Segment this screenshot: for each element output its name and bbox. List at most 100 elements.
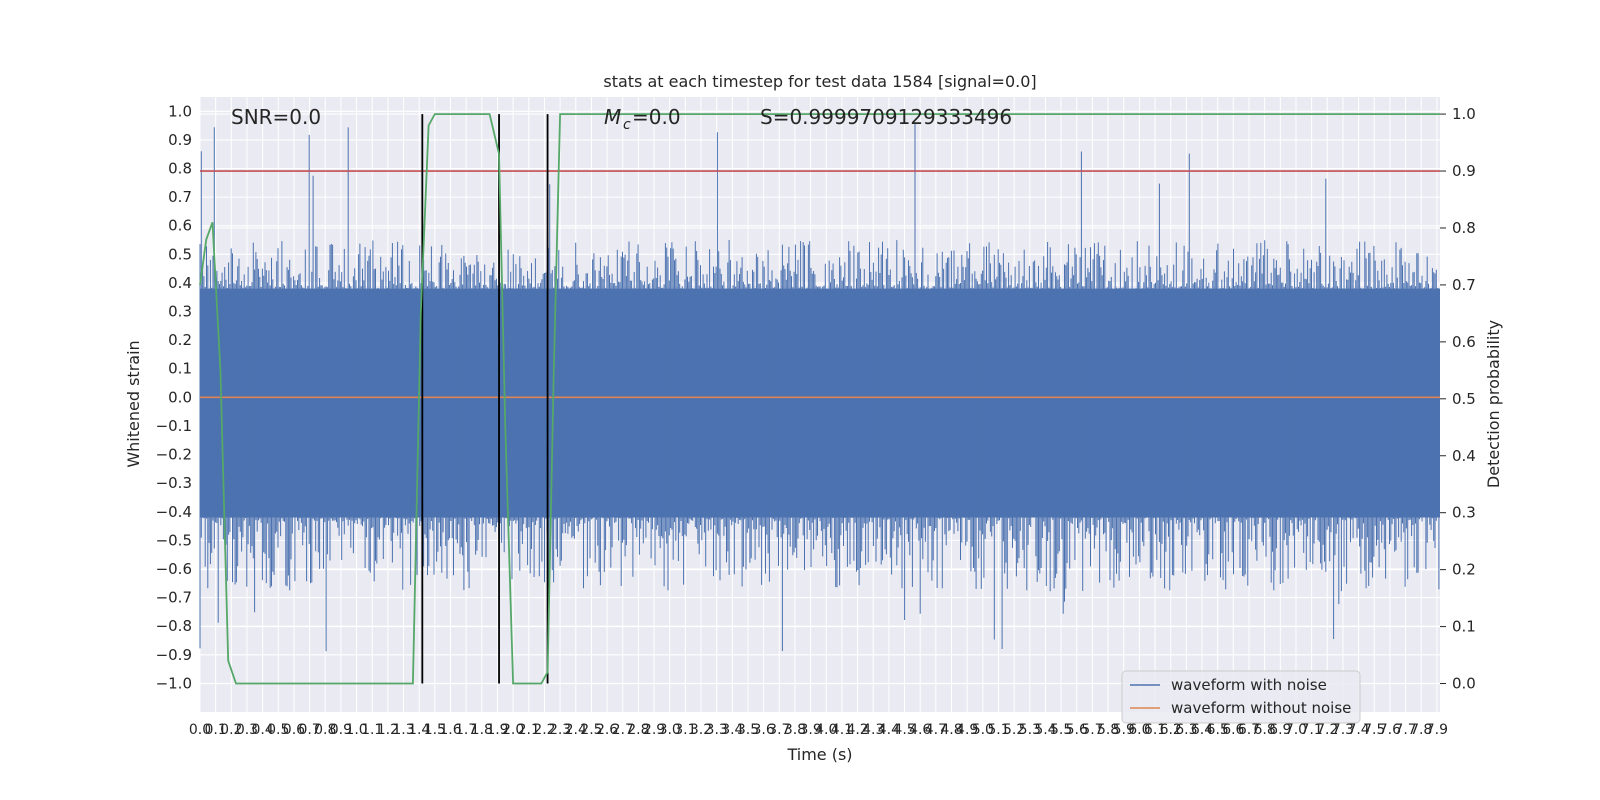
x-tick-label: 6.2 <box>1160 722 1182 738</box>
x-tick-label: 5.0 <box>972 722 994 738</box>
x-tick-label: 5.7 <box>1081 722 1103 738</box>
y-tick-label: 0.8 <box>168 160 192 178</box>
y-tick-label: 0.5 <box>168 245 192 263</box>
x-tick-label: 3.2 <box>690 722 712 738</box>
y-tick-label: −0.3 <box>156 474 192 492</box>
y2-tick-label: 0.8 <box>1452 219 1476 237</box>
y2-tick-label: 0.2 <box>1452 561 1476 579</box>
y-tick-label: 0.6 <box>168 217 192 235</box>
y-tick-label: −0.7 <box>156 589 192 607</box>
x-tick-label: 7.0 <box>1285 722 1307 738</box>
x-tick-label: 3.3 <box>706 722 728 738</box>
y2-tick-label: 1.0 <box>1452 105 1476 123</box>
vertical-markers <box>421 114 549 684</box>
y-tick-label: −0.8 <box>156 617 192 635</box>
y2-axis-ticks: 0.0 0.1 0.2 0.3 0.4 0.5 0.6 0.7 0.8 0.9 1.0 <box>1440 105 1476 693</box>
x-tick-label: 2.8 <box>627 722 649 738</box>
y2-tick-label: 0.0 <box>1452 675 1476 693</box>
annotation-mc-symbol: M <box>604 105 621 129</box>
x-tick-label: 0.4 <box>251 722 273 738</box>
x-tick-label: 3.1 <box>674 722 696 738</box>
x-tick-label: 2.2 <box>533 722 555 738</box>
y-tick-label: 0.3 <box>168 303 192 321</box>
x-tick-label: 1.3 <box>392 722 414 738</box>
x-tick-label: 4.2 <box>846 722 868 738</box>
y-tick-label: −0.1 <box>156 417 192 435</box>
x-tick-label: 4.4 <box>878 722 900 738</box>
x-tick-label: 4.8 <box>940 722 962 738</box>
y2-axis-label: Detection probability <box>1484 320 1503 488</box>
x-tick-label: 2.0 <box>502 722 524 738</box>
x-tick-label: 3.8 <box>784 722 806 738</box>
y-tick-label: −0.2 <box>156 446 192 464</box>
x-tick-label: 0.6 <box>283 722 305 738</box>
x-tick-label: 4.1 <box>831 722 853 738</box>
y2-tick-label: 0.5 <box>1452 390 1476 408</box>
series-waveform-with-noise <box>199 123 1440 652</box>
annotation-snr: SNR=0.0 <box>231 105 321 129</box>
x-tick-label: 3.9 <box>799 722 821 738</box>
y-tick-label: 1.0 <box>168 102 192 120</box>
x-tick-label: 6.5 <box>1207 722 1229 738</box>
x-tick-label: 2.3 <box>549 722 571 738</box>
legend-label-clean: waveform without noise <box>1171 699 1351 717</box>
y2-tick-label: 0.3 <box>1452 504 1476 522</box>
y-tick-label: 0.4 <box>168 274 192 292</box>
y2-tick-label: 0.6 <box>1452 333 1476 351</box>
x-tick-label: 3.4 <box>721 722 743 738</box>
x-tick-label: 6.6 <box>1222 722 1244 738</box>
x-tick-label: 6.3 <box>1175 722 1197 738</box>
x-tick-label: 5.5 <box>1050 722 1072 738</box>
x-tick-label: 7.8 <box>1410 722 1432 738</box>
x-tick-label: 3.7 <box>768 722 790 738</box>
x-tick-label: 0.7 <box>298 722 320 738</box>
x-tick-label: 1.8 <box>471 722 493 738</box>
y-tick-label: −0.9 <box>156 646 192 664</box>
x-tick-label: 6.9 <box>1269 722 1291 738</box>
x-tick-label: 3.0 <box>659 722 681 738</box>
legend: waveform with noise waveform without noi… <box>1121 670 1361 724</box>
annotation-mc-value: =0.0 <box>632 105 681 129</box>
x-tick-label: 5.9 <box>1113 722 1135 738</box>
y-axis-label: Whitened strain <box>124 340 143 467</box>
x-tick-label: 5.2 <box>1003 722 1025 738</box>
x-tick-label: 7.4 <box>1347 722 1369 738</box>
y-axis-ticks: −1.0 −0.9 −0.8 −0.7 −0.6 −0.5 −0.4 −0.3 −0.2 −0.1… <box>156 102 192 692</box>
x-axis-ticks: 0.00.10.20.30.40.50.60.70.80.91.01.11.21… <box>189 722 1448 738</box>
x-tick-label: 4.0 <box>815 722 837 738</box>
x-tick-label: 5.3 <box>1019 722 1041 738</box>
x-axis-label: Time (s) <box>786 745 852 764</box>
x-tick-label: 3.5 <box>737 722 759 738</box>
x-tick-label: 1.6 <box>439 722 461 738</box>
y-tick-label: −0.6 <box>156 560 192 578</box>
y-tick-label: 0.2 <box>168 331 192 349</box>
y2-tick-label: 0.9 <box>1452 162 1476 180</box>
x-tick-label: 6.7 <box>1238 722 1260 738</box>
x-tick-label: 1.5 <box>424 722 446 738</box>
x-tick-label: 2.4 <box>565 722 587 738</box>
x-tick-label: 5.8 <box>1097 722 1119 738</box>
x-tick-label: 2.5 <box>580 722 602 738</box>
x-tick-label: 6.8 <box>1254 722 1276 738</box>
x-tick-label: 0.2 <box>220 722 242 738</box>
y-tick-label: 0.1 <box>168 360 192 378</box>
y2-tick-label: 0.7 <box>1452 276 1476 294</box>
x-tick-label: 2.9 <box>643 722 665 738</box>
x-tick-label: 7.1 <box>1300 722 1322 738</box>
y-tick-label: −1.0 <box>156 674 192 692</box>
x-tick-label: 7.7 <box>1394 722 1416 738</box>
x-tick-label: 4.3 <box>862 722 884 738</box>
x-tick-label: 0.0 <box>189 722 211 738</box>
x-tick-label: 3.6 <box>753 722 775 738</box>
y-tick-label: 0.7 <box>168 188 192 206</box>
y-tick-label: 0.0 <box>168 388 192 406</box>
x-tick-label: 7.6 <box>1379 722 1401 738</box>
x-tick-label: 0.9 <box>330 722 352 738</box>
legend-label-noise: waveform with noise <box>1171 676 1327 694</box>
x-tick-label: 2.7 <box>612 722 634 738</box>
annotation-mc-subscript: c <box>623 117 631 133</box>
x-tick-label: 7.5 <box>1363 722 1385 738</box>
x-tick-label: 0.5 <box>267 722 289 738</box>
x-tick-label: 4.6 <box>909 722 931 738</box>
